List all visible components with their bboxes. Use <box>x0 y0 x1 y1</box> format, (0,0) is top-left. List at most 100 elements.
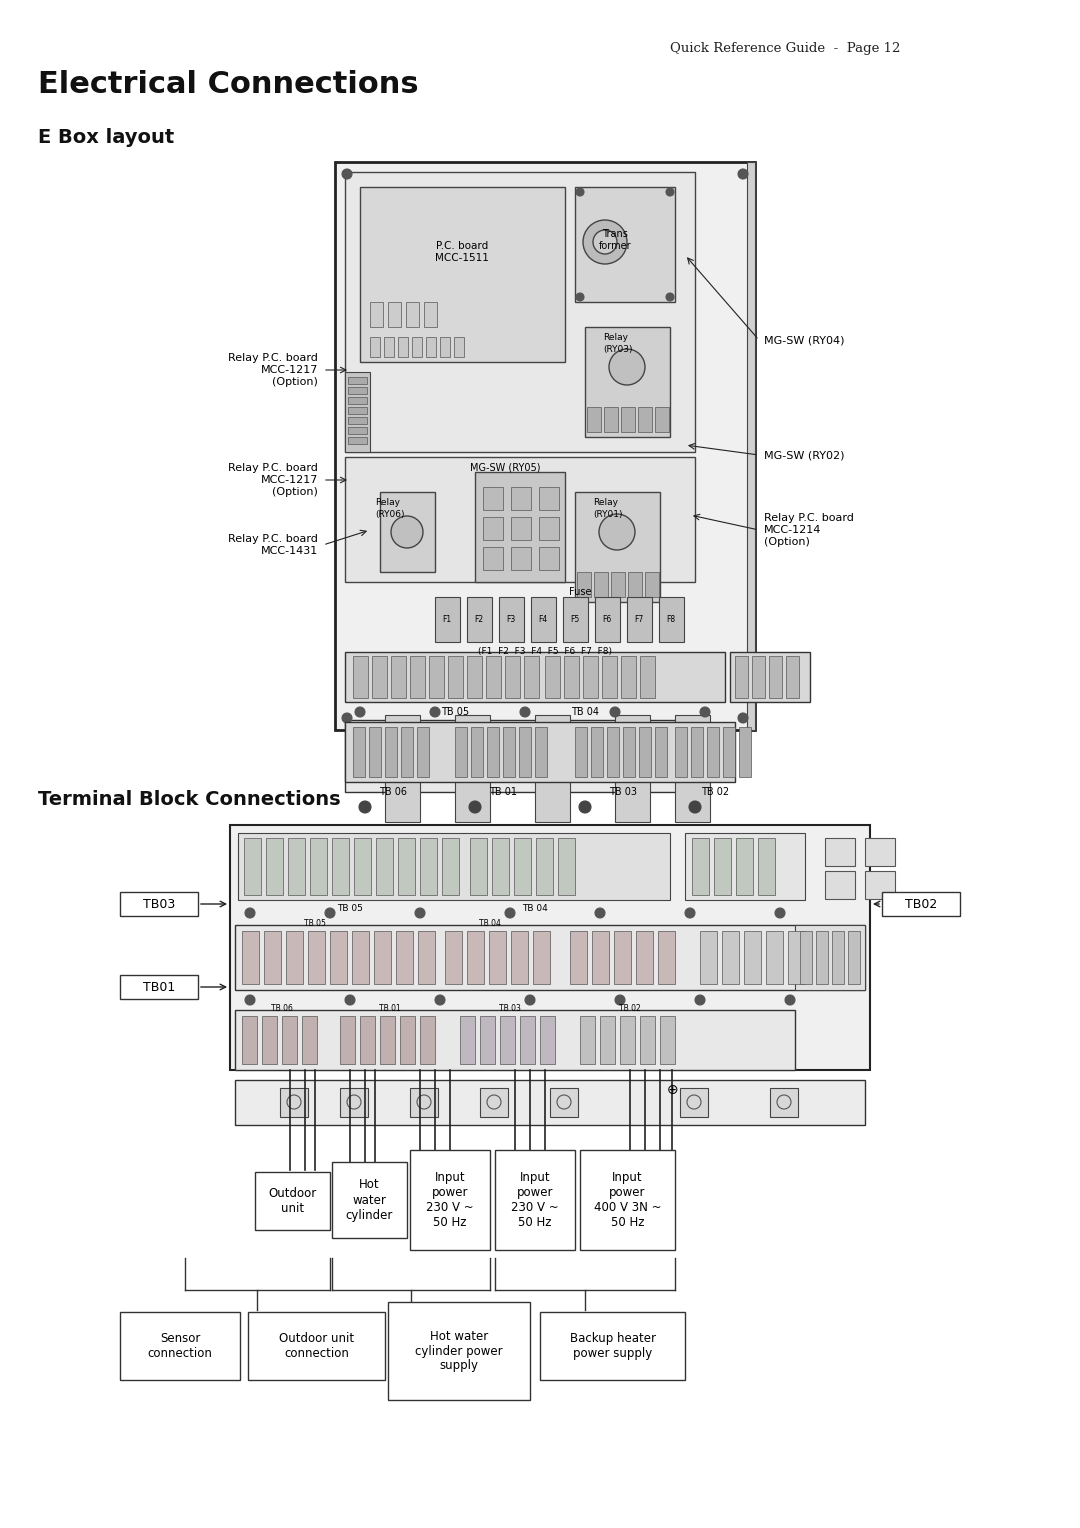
Bar <box>262 1016 276 1063</box>
Bar <box>238 833 670 900</box>
Bar <box>248 1313 384 1380</box>
Circle shape <box>525 995 535 1005</box>
Text: Relay: Relay <box>603 333 627 341</box>
Bar <box>420 837 437 895</box>
Bar <box>399 338 408 358</box>
Bar <box>503 727 515 778</box>
Text: Relay P.C. board
MCC-1214
(Option): Relay P.C. board MCC-1214 (Option) <box>764 513 854 547</box>
Bar <box>353 727 365 778</box>
Bar <box>235 924 865 990</box>
Bar <box>380 1016 395 1063</box>
Bar <box>460 1016 475 1063</box>
Text: Relay P.C. board
MCC-1217
(Option): Relay P.C. board MCC-1217 (Option) <box>228 353 318 387</box>
Bar <box>758 837 775 895</box>
Text: F7: F7 <box>634 614 644 623</box>
Circle shape <box>576 293 584 301</box>
Bar <box>255 1172 330 1230</box>
Bar <box>680 1088 708 1117</box>
Bar <box>480 1016 495 1063</box>
Bar <box>374 931 391 984</box>
Circle shape <box>345 995 355 1005</box>
Circle shape <box>595 908 605 918</box>
Bar <box>369 727 381 778</box>
Bar <box>654 727 667 778</box>
Bar <box>340 1088 368 1117</box>
Text: Fuse: Fuse <box>569 587 591 597</box>
Bar <box>700 931 717 984</box>
Bar <box>440 338 450 358</box>
Bar <box>594 571 608 597</box>
Text: (RY06): (RY06) <box>375 509 405 518</box>
Bar <box>388 1302 530 1400</box>
Bar <box>621 656 636 698</box>
Text: TB 02: TB 02 <box>619 1004 640 1013</box>
Bar <box>550 1088 578 1117</box>
Circle shape <box>469 801 481 813</box>
Bar <box>330 931 347 984</box>
Bar <box>816 931 828 984</box>
Bar <box>535 727 546 778</box>
Bar <box>384 338 394 358</box>
Bar <box>577 571 591 597</box>
Bar <box>539 516 559 539</box>
Text: TB02: TB02 <box>905 897 937 911</box>
Bar <box>519 727 531 778</box>
Circle shape <box>435 995 445 1005</box>
Bar <box>592 931 609 984</box>
Bar <box>691 727 703 778</box>
Text: TB 04: TB 04 <box>571 707 599 717</box>
Bar <box>558 837 575 895</box>
Bar <box>627 597 652 642</box>
Bar <box>600 1016 615 1063</box>
Bar <box>865 837 895 866</box>
Bar <box>511 931 528 984</box>
Bar <box>348 387 367 394</box>
Text: F2: F2 <box>474 614 484 623</box>
Bar <box>588 406 600 432</box>
Circle shape <box>593 231 617 254</box>
Circle shape <box>685 908 696 918</box>
Circle shape <box>666 293 674 301</box>
Text: E Box layout: E Box layout <box>38 128 174 147</box>
Text: P.C. board
MCC-1511: P.C. board MCC-1511 <box>435 241 489 263</box>
Circle shape <box>519 707 530 717</box>
Bar <box>360 186 565 362</box>
Bar <box>345 720 696 792</box>
Bar <box>735 656 748 698</box>
Bar <box>354 837 372 895</box>
Text: (RY03): (RY03) <box>603 344 633 353</box>
Bar <box>591 727 603 778</box>
Bar <box>865 871 895 898</box>
Text: Relay: Relay <box>593 498 618 506</box>
Text: F6: F6 <box>603 614 611 623</box>
Bar <box>448 656 463 698</box>
Bar <box>511 487 531 510</box>
Bar <box>352 931 369 984</box>
Text: (F1  F2  F3  F4  F5  F6  F7  F8): (F1 F2 F3 F4 F5 F6 F7 F8) <box>478 646 612 656</box>
Bar <box>264 931 281 984</box>
Text: TB 06: TB 06 <box>379 787 407 798</box>
Circle shape <box>245 995 255 1005</box>
Bar <box>471 727 483 778</box>
Bar <box>583 656 598 698</box>
Text: ⊕: ⊕ <box>667 1083 679 1097</box>
Bar <box>244 837 261 895</box>
Bar <box>348 417 367 423</box>
Bar <box>505 656 519 698</box>
Bar <box>739 727 751 778</box>
Bar <box>120 975 198 999</box>
Circle shape <box>359 801 372 813</box>
Bar <box>486 656 501 698</box>
Text: Hot water
cylinder power
supply: Hot water cylinder power supply <box>415 1329 503 1372</box>
Circle shape <box>355 707 365 717</box>
Bar <box>445 931 462 984</box>
Bar <box>282 1016 297 1063</box>
Bar <box>611 571 625 597</box>
Bar <box>654 406 669 432</box>
Text: Electrical Connections: Electrical Connections <box>38 70 419 99</box>
Bar <box>370 303 383 327</box>
Text: Outdoor
unit: Outdoor unit <box>268 1187 316 1215</box>
Bar <box>353 656 368 698</box>
Bar <box>800 931 812 984</box>
Circle shape <box>610 707 620 717</box>
